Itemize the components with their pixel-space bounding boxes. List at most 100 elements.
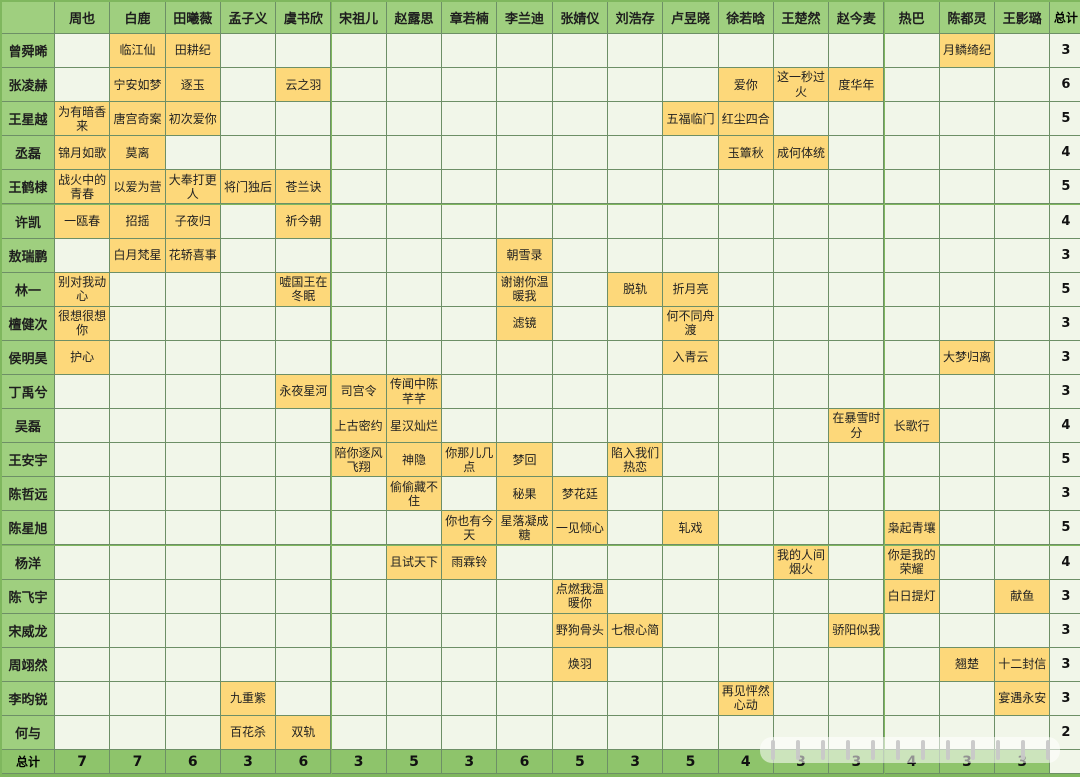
drama-cell: 白日提灯 xyxy=(884,579,940,614)
empty-cell xyxy=(663,409,719,444)
empty-cell xyxy=(220,647,277,682)
drama-cell: 上古密约 xyxy=(331,409,387,444)
empty-cell xyxy=(552,238,608,273)
column-header: 王影璐 xyxy=(995,2,1051,34)
empty-cell xyxy=(220,375,277,410)
column-header: 徐若晗 xyxy=(718,2,774,34)
row-total: 4 xyxy=(1050,545,1080,580)
empty-cell xyxy=(608,68,664,103)
empty-cell xyxy=(165,409,221,444)
drama-cell: 雨霖铃 xyxy=(442,545,498,580)
empty-cell xyxy=(497,170,553,205)
empty-cell xyxy=(442,170,498,205)
row-header: 丞磊 xyxy=(2,136,55,171)
drama-cell: 红尘四合 xyxy=(718,102,774,137)
empty-cell xyxy=(829,511,885,546)
drama-cell: 田耕纪 xyxy=(165,34,221,69)
empty-cell xyxy=(718,613,774,648)
empty-cell xyxy=(331,68,387,103)
drama-cell: 临江仙 xyxy=(110,34,166,69)
empty-cell xyxy=(331,511,387,546)
empty-cell xyxy=(829,443,885,478)
empty-cell xyxy=(55,68,111,103)
empty-cell xyxy=(386,136,443,171)
empty-cell xyxy=(220,272,277,307)
empty-cell xyxy=(386,579,443,614)
empty-cell xyxy=(165,545,221,580)
empty-cell xyxy=(165,375,221,410)
empty-cell xyxy=(386,204,443,239)
empty-cell xyxy=(110,272,166,307)
drama-cell: 枭起青壤 xyxy=(884,511,940,546)
empty-cell xyxy=(718,409,774,444)
empty-cell xyxy=(663,136,719,171)
drama-cell: 护心 xyxy=(55,340,111,375)
empty-cell xyxy=(331,613,387,648)
drama-cell: 一见倾心 xyxy=(552,511,608,546)
empty-cell xyxy=(608,579,664,614)
empty-cell xyxy=(884,681,940,716)
empty-cell xyxy=(773,170,830,205)
empty-cell xyxy=(939,613,996,648)
column-header: 赵露思 xyxy=(386,2,443,34)
empty-cell xyxy=(608,136,664,171)
empty-cell xyxy=(552,136,608,171)
row-total: 3 xyxy=(1050,681,1080,716)
drama-cell: 战火中的青春 xyxy=(55,170,111,205)
empty-cell xyxy=(884,340,940,375)
empty-cell xyxy=(165,443,221,478)
drama-cell: 滤镜 xyxy=(497,306,553,341)
drama-cell: 翘楚 xyxy=(939,647,996,682)
empty-cell xyxy=(165,716,221,751)
drama-cell: 司宫令 xyxy=(331,375,387,410)
empty-cell xyxy=(386,681,443,716)
empty-cell xyxy=(773,102,830,137)
empty-cell xyxy=(773,647,830,682)
empty-cell xyxy=(884,102,940,137)
empty-cell xyxy=(110,647,166,682)
empty-cell xyxy=(110,375,166,410)
empty-cell xyxy=(663,170,719,205)
empty-cell xyxy=(386,306,443,341)
empty-cell xyxy=(718,204,774,239)
empty-cell xyxy=(663,613,719,648)
empty-cell xyxy=(995,170,1051,205)
empty-cell xyxy=(220,443,277,478)
row-total: 5 xyxy=(1050,511,1080,546)
empty-cell xyxy=(939,204,996,239)
empty-cell xyxy=(995,613,1051,648)
empty-cell xyxy=(829,375,885,410)
drama-cell: 苍兰诀 xyxy=(276,170,332,205)
empty-cell xyxy=(773,579,830,614)
drama-cell: 献鱼 xyxy=(995,579,1051,614)
drama-cell: 爱你 xyxy=(718,68,774,103)
empty-cell xyxy=(884,136,940,171)
empty-cell xyxy=(497,102,553,137)
empty-cell xyxy=(608,647,664,682)
empty-cell xyxy=(497,136,553,171)
empty-cell xyxy=(939,272,996,307)
empty-cell xyxy=(884,647,940,682)
empty-cell xyxy=(331,477,387,512)
empty-cell xyxy=(663,647,719,682)
empty-cell xyxy=(608,340,664,375)
empty-cell xyxy=(442,477,498,512)
empty-cell xyxy=(995,68,1051,103)
empty-cell xyxy=(608,170,664,205)
row-header: 张凌赫 xyxy=(2,68,55,103)
empty-cell xyxy=(829,647,885,682)
row-header: 敖瑞鹏 xyxy=(2,238,55,273)
empty-cell xyxy=(939,170,996,205)
empty-cell xyxy=(884,375,940,410)
drama-cell: 骄阳似我 xyxy=(829,613,885,648)
empty-cell xyxy=(220,613,277,648)
empty-cell xyxy=(331,102,387,137)
empty-cell xyxy=(939,68,996,103)
drama-cell: 谢谢你温暖我 xyxy=(497,272,553,307)
empty-cell xyxy=(165,306,221,341)
drama-cell: 唐宫奇案 xyxy=(110,102,166,137)
empty-cell xyxy=(497,716,553,751)
drama-cell: 永夜星河 xyxy=(276,375,332,410)
drama-cell: 大奉打更人 xyxy=(165,170,221,205)
